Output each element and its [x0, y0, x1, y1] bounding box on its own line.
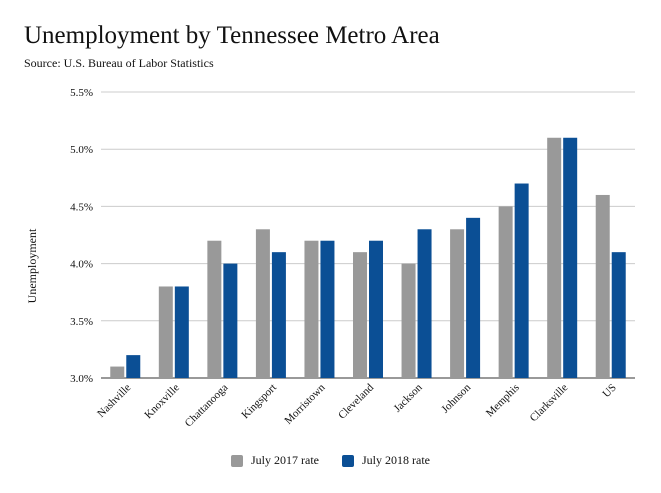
- y-tick-label: 5.0%: [70, 144, 93, 156]
- y-tick-label: 5.5%: [70, 87, 93, 99]
- bar-johnson-2017: [450, 229, 465, 378]
- x-tick-label: Nashville: [95, 382, 133, 420]
- bar-jackson-2017: [401, 263, 416, 378]
- x-tick-label: Knoxville: [142, 382, 182, 422]
- bar-nashville-2018: [126, 355, 141, 378]
- bars: [110, 137, 626, 378]
- bar-chattanooga-2017: [207, 240, 222, 378]
- bar-knoxville-2017: [158, 286, 173, 378]
- bar-kingsport-2017: [255, 229, 270, 378]
- legend-swatch-2017: [231, 454, 243, 467]
- x-tick-label: Memphis: [484, 382, 522, 420]
- bar-chart: Nashville Knoxville Chattanooga Kingsport Mo…: [25, 87, 635, 429]
- y-tick-labels: 3.0% 3.5% 4.0% 4.5% 5.0% 5.5%: [70, 87, 93, 385]
- bar-kingsport-2018: [271, 252, 286, 378]
- bar-jackson-2018: [417, 229, 432, 378]
- x-tick-label: Johnson: [439, 381, 473, 415]
- x-tick-labels: Nashville Knoxville Chattanooga Kingsport Mo…: [95, 381, 619, 429]
- legend-label-2017: July 2017 rate: [251, 453, 319, 467]
- bar-morristown-2017: [304, 240, 319, 378]
- gridlines: [101, 91, 635, 379]
- bar-morristown-2018: [320, 240, 335, 378]
- bar-cleveland-2017: [353, 252, 367, 378]
- y-axis-label: Unemployment: [25, 228, 39, 303]
- x-tick-label: Clarksville: [528, 382, 571, 425]
- x-tick-label: Morristown: [282, 381, 328, 427]
- bar-memphis-2017: [498, 206, 513, 378]
- x-tick-label: US: [600, 382, 618, 400]
- bar-nashville-2017: [110, 366, 125, 378]
- x-tick-label: Cleveland: [336, 381, 376, 421]
- bar-memphis-2018: [514, 183, 529, 378]
- bar-chattanooga-2018: [223, 263, 238, 378]
- bar-cleveland-2018: [369, 240, 383, 378]
- bar-knoxville-2018: [174, 286, 189, 378]
- y-tick-label: 4.0%: [70, 259, 93, 271]
- legend: July 2017 rate July 2018 rate: [0, 453, 661, 471]
- bar-johnson-2018: [466, 217, 481, 378]
- y-tick-label: 4.5%: [70, 201, 93, 213]
- x-tick-label: Kingsport: [239, 382, 279, 422]
- bar-us-2017: [595, 194, 610, 378]
- legend-item-2018: July 2018 rate: [342, 453, 430, 468]
- x-tick-label: Chattanooga: [183, 382, 231, 430]
- bar-us-2018: [611, 252, 626, 378]
- legend-swatch-2018: [342, 454, 354, 467]
- y-tick-label: 3.0%: [70, 373, 93, 385]
- bar-clarksville-2017: [547, 137, 562, 378]
- x-tick-label: Jackson: [392, 381, 425, 414]
- legend-item-2017: July 2017 rate: [231, 453, 319, 468]
- legend-label-2018: July 2018 rate: [362, 453, 430, 467]
- chart-title: Unemployment by Tennessee Metro Area: [24, 22, 440, 49]
- chart-subtitle: Source: U.S. Bureau of Labor Statistics: [24, 56, 214, 70]
- bar-clarksville-2018: [563, 137, 578, 378]
- y-tick-label: 3.5%: [70, 316, 93, 328]
